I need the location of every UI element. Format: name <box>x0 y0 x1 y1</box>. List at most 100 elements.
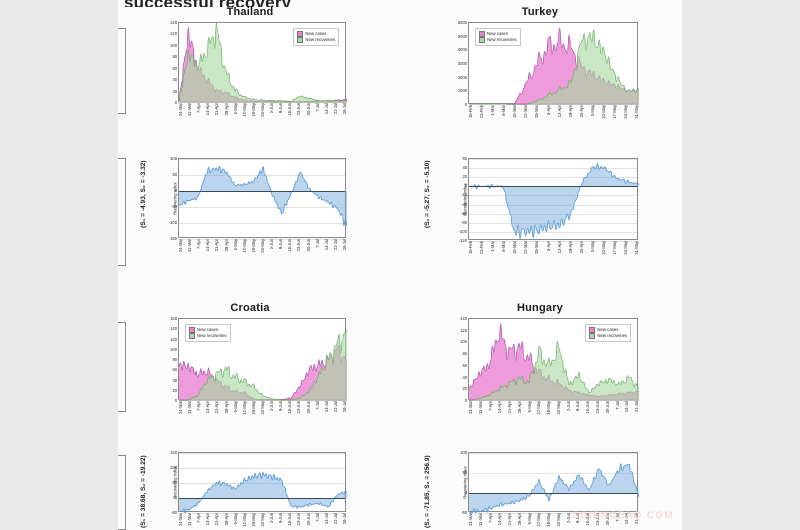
x-axis-tick: 23-Jun <box>296 103 302 116</box>
chart-legend: New cases New recoveries <box>293 28 339 47</box>
x-axis-tick: 29-Mar <box>534 241 540 254</box>
x-axis-tick: 21-Apr <box>214 401 220 414</box>
x-axis-tick: 24-May <box>622 241 628 255</box>
x-axis-tick: 21-Jul <box>332 513 338 525</box>
x-axis-tick: 7-Jul <box>314 103 320 112</box>
new-recoveries-swatch-icon <box>297 37 304 44</box>
zero-line <box>179 498 345 499</box>
x-axis-tick: 28-Jul <box>341 401 347 413</box>
y-axis-tick: -150 <box>168 235 177 241</box>
y-axis-tick: 1000 <box>457 88 467 94</box>
y-axis-tick: -50 <box>461 509 467 515</box>
x-axis-tick: 12-May <box>241 239 247 253</box>
y-axis-tick: 4000 <box>457 47 467 53</box>
x-axis-tick: 16-Jun <box>287 103 293 116</box>
country-title-croatia: Croatia <box>230 302 270 314</box>
y-axis-tick: 120 <box>170 336 177 342</box>
y-axis-tick: 60 <box>172 65 177 71</box>
x-axis-tick: 16-Jun <box>585 401 591 414</box>
x-axis-tick: 23-Jun <box>296 401 302 414</box>
y-axis-tick: -120 <box>458 237 467 243</box>
x-axis-tick: 14-Jul <box>323 401 329 413</box>
y-axis-tick: 100 <box>170 464 177 470</box>
gridline <box>469 213 637 215</box>
y-axis-title: Recovering index <box>172 182 178 215</box>
x-axis-tick: 2-Jun <box>565 401 571 412</box>
x-axis-tick: 22-Mar <box>523 105 529 118</box>
x-axis-tick: 15-Mar <box>512 105 518 118</box>
legend-label: New cases <box>197 327 219 332</box>
series-area <box>469 163 639 239</box>
x-axis-tick: 14-Apr <box>497 513 503 526</box>
gridline <box>469 513 637 514</box>
x-axis-tick: 23-Feb <box>479 241 485 254</box>
x-axis-tick: 7-Apr <box>196 239 202 250</box>
x-axis-tick: 30-Jun <box>305 103 311 116</box>
x-axis-tick: 28-Apr <box>223 401 229 414</box>
gridline <box>179 513 345 514</box>
y-axis-tick: 40 <box>172 377 177 383</box>
x-axis-tick: 26-May <box>259 103 265 117</box>
zero-line <box>469 493 637 494</box>
x-axis-tick: 19-Apr <box>567 105 573 118</box>
x-axis-tick: 28-Jul <box>341 239 347 251</box>
y-axis-tick: 100 <box>460 339 467 345</box>
x-axis-tick: 28-Apr <box>223 239 229 252</box>
y-axis-tick: 120 <box>170 31 177 37</box>
page-left-margin <box>0 0 118 530</box>
x-axis-tick: 30-Jun <box>305 239 311 252</box>
y-axis-tick: 20 <box>462 386 467 392</box>
gridline <box>469 241 637 242</box>
x-axis-tick: 31-Mar <box>477 401 483 414</box>
x-axis-tick: 23-Jun <box>296 513 302 526</box>
x-axis-tick: 8-Mar <box>501 105 507 116</box>
gridline <box>179 159 345 160</box>
x-axis-tick: 19-May <box>250 103 256 117</box>
chart-cases-turkey: 0 1000 2000 3000 4000 5000 6000 16-Feb 23-Feb 1-M… <box>458 20 639 119</box>
x-axis-tick: 5-Apr <box>545 105 551 116</box>
series-line <box>179 165 347 227</box>
x-axis-tick: 28-Jul <box>341 103 347 115</box>
y-axis-tick: 0 <box>464 397 467 403</box>
y-axis-tick: 0 <box>174 494 177 500</box>
y-axis-tick: 40 <box>172 77 177 83</box>
x-axis-tick: 3-May <box>589 105 595 117</box>
x-axis-tick: 22-Mar <box>523 241 529 254</box>
chart-cases-croatia: 0 20 40 60 80 100 120 140 160 24-Mar 31-Mar 7-Apr 14… <box>170 316 347 415</box>
plot-area <box>469 323 639 401</box>
y-axis-tick: -100 <box>168 219 177 225</box>
y-axis-tick: -50 <box>171 509 177 515</box>
series-area <box>469 341 639 401</box>
x-axis-tick: 14-Apr <box>497 401 503 414</box>
x-axis-tick: 7-Apr <box>196 401 202 412</box>
x-axis-tick: 5-May <box>526 513 532 525</box>
x-axis-tick: 14-Apr <box>205 513 211 526</box>
gridline <box>179 483 345 484</box>
x-axis-tick: 15-Mar <box>512 241 518 254</box>
gridline <box>469 453 637 454</box>
s-score-thailand: (S₁ = -4.93, S₂ = -3.32) <box>140 160 147 228</box>
x-axis-tick: 31-Mar <box>187 103 193 116</box>
x-axis-tick: 21-Apr <box>214 239 220 252</box>
x-axis-tick: 26-May <box>259 239 265 253</box>
legend-item: New recoveries <box>479 37 517 44</box>
x-axis-tick: 21-Apr <box>507 401 513 414</box>
series-line <box>179 23 347 102</box>
x-axis-tick: 3-May <box>589 241 595 253</box>
y-axis-tick: 5000 <box>457 33 467 39</box>
x-axis-tick: 31-May <box>633 105 639 119</box>
x-axis-tick: 14-Jul <box>323 103 329 115</box>
x-axis-tick: 21-Apr <box>214 513 220 526</box>
y-axis-title: Recovering index <box>462 183 468 216</box>
page-right-margin <box>682 0 800 530</box>
new-cases-swatch-icon <box>589 327 596 334</box>
y-axis-tick: -60 <box>461 210 467 216</box>
legend-label: New cases <box>305 31 327 36</box>
x-axis-tick: 5-Apr <box>545 241 551 252</box>
x-axis-tick: 24-May <box>622 105 628 119</box>
x-axis-tick: 12-May <box>241 401 247 415</box>
legend-item: New cases <box>479 31 517 38</box>
y-axis-tick: 80 <box>172 54 177 60</box>
gridline <box>469 168 637 170</box>
x-axis-tick: 7-Apr <box>196 513 202 524</box>
